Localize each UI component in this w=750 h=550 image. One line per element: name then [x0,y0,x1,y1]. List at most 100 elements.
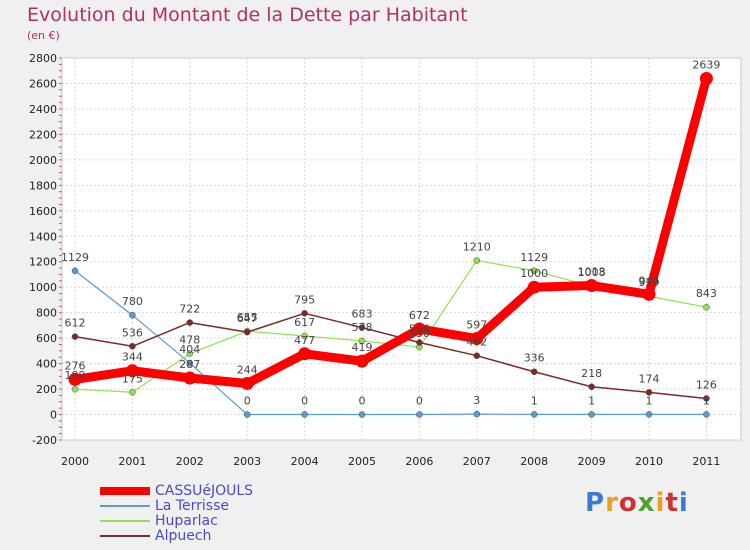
data-label: 174 [639,372,660,385]
data-point [125,364,139,378]
legend-label: La Terrisse [155,498,229,514]
data-point [358,324,366,331]
data-point [186,319,194,326]
data-label: 780 [122,295,143,308]
data-point [301,411,308,418]
legend-swatch [100,487,150,495]
legend-label: Huparlac [155,513,218,529]
data-point [530,267,538,275]
data-label: 477 [294,334,315,347]
data-label: 419 [352,341,373,354]
data-label: 0 [244,395,251,408]
data-label: 199 [65,369,86,382]
data-point [470,332,484,346]
data-point [412,322,426,336]
legend-label: Alpuech [155,528,212,544]
data-label: 929 [639,276,660,289]
minor-ticks [59,57,62,441]
data-label: 655 [237,311,258,324]
chart-title: Evolution du Montant de la Dette par Hab… [27,4,468,26]
data-label: 0 [301,395,308,408]
y-tick-label: 1800 [29,179,57,192]
data-label: 2639 [692,59,720,72]
data-point [186,350,194,357]
data-label: 126 [696,378,717,391]
data-point [645,411,653,418]
x-tick-label: 2006 [405,455,433,468]
data-point [473,410,481,418]
y-tick-label: 2400 [29,103,57,116]
data-point [416,339,423,346]
logo-letter: i [655,488,666,518]
logo-letter: P [585,488,606,518]
data-point [129,311,136,319]
data-label: 536 [122,326,143,339]
data-label: 530 [409,327,430,340]
data-label: 672 [409,309,430,322]
x-axis: 2000 2001 2002 2003 2004 2005 2006 2007 2008 2009… [61,455,720,468]
data-point [298,347,312,361]
data-label: 843 [696,287,717,300]
data-point [68,372,82,386]
x-tick-label: 2004 [291,455,319,468]
data-point [358,411,366,418]
y-tick-label: 400 [36,358,57,371]
data-point [588,383,595,391]
y-tick-label: 800 [36,307,57,320]
logo-letter: r [605,488,619,518]
y-tick-label: 1400 [29,230,57,243]
data-label: 287 [179,358,200,371]
data-label: 1008 [578,266,606,279]
data-label: 0 [416,395,423,408]
y-tick-label: 600 [36,332,57,345]
logo-letter: i [678,488,689,518]
chart-subtitle: (en €) [27,29,60,42]
data-label: 3 [473,394,480,407]
data-point [243,328,251,336]
data-point [301,310,308,317]
legend-swatch [100,505,150,507]
data-label: 478 [179,334,200,347]
data-label: 1210 [463,240,491,253]
data-point [183,371,197,385]
data-point [186,359,194,367]
data-label: 617 [294,316,315,329]
grid-lines [62,57,741,441]
x-tick-label: 2000 [61,455,89,468]
data-point [243,411,251,418]
data-point [703,411,710,418]
x-tick-label: 2010 [635,455,663,468]
x-tick-label: 2002 [176,455,204,468]
y-tick-label: 0 [50,409,57,422]
y-tick-label: 2800 [29,52,57,65]
data-point [588,411,595,418]
x-tick-label: 2007 [463,455,491,468]
data-label: 218 [581,367,602,380]
y-axis: -200 0 200 400 600 800 1000 1200 1400 1600 1800 200… [29,52,57,447]
y-tick-label: 200 [36,383,57,396]
data-label: 597 [466,319,487,332]
logo-letter: o [618,488,638,518]
data-label: 1 [531,394,538,407]
legend-swatch [100,520,150,522]
data-label: 1 [588,394,595,407]
series-line-1 [74,270,708,416]
proxiti-logo: Proxiti [585,488,689,518]
series-line-0 [70,74,711,388]
data-point [530,411,538,418]
data-label: 404 [179,343,200,356]
series-line-3 [74,312,708,400]
data-label: 566 [409,322,430,335]
data-label: 722 [179,303,200,316]
data-point [71,267,79,275]
data-label: 612 [65,317,86,330]
data-label: 1013 [578,266,606,279]
data-label: 578 [352,321,373,334]
legend-swatch [100,535,150,537]
data-label: 1 [703,394,710,407]
data-label: 1129 [61,251,89,264]
data-point [699,72,713,86]
data-label: 244 [237,363,258,376]
x-tick-label: 2008 [520,455,548,468]
